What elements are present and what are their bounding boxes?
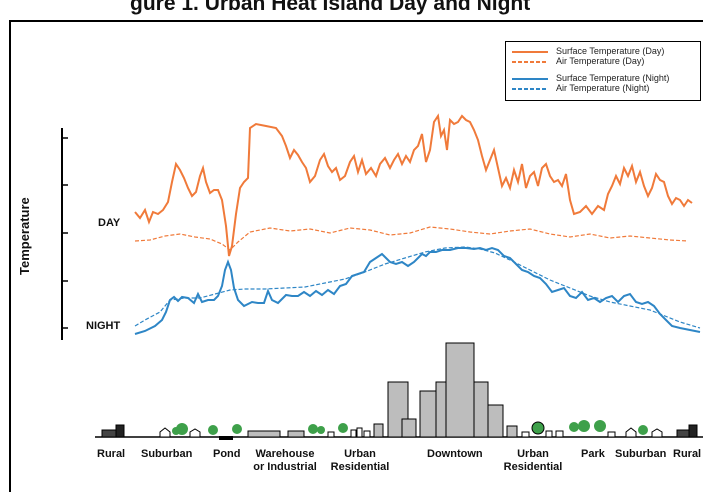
figure-title-text: gure 1. Urban Heat Island Day and Night bbox=[130, 0, 531, 15]
zone-label-warehouse: Warehouse or Industrial bbox=[253, 448, 317, 473]
building-icon bbox=[373, 423, 384, 438]
legend-label: Surface Temperature (Day) bbox=[556, 46, 665, 56]
building-icon bbox=[473, 381, 489, 438]
building-icon bbox=[401, 418, 417, 438]
pond-icon bbox=[219, 436, 233, 440]
tree-icon bbox=[578, 420, 590, 432]
y-axis-ticks bbox=[62, 137, 68, 329]
house-icon bbox=[651, 428, 663, 438]
suburban-left-structures bbox=[159, 423, 201, 438]
figure-title: gure 1. Urban Heat Island Day and Night bbox=[0, 0, 703, 22]
house-icon bbox=[625, 427, 637, 438]
day-label: DAY bbox=[98, 217, 121, 229]
zone-label-park: Park bbox=[581, 448, 605, 460]
house-icon bbox=[521, 431, 530, 438]
legend-swatch bbox=[512, 51, 548, 53]
tree-icon bbox=[531, 421, 545, 435]
tree-icon bbox=[569, 422, 579, 432]
legend-label: Surface Temperature (Night) bbox=[556, 73, 670, 83]
house-icon bbox=[545, 430, 553, 438]
zone-label-urban-residential-right: Urban Residential bbox=[503, 448, 563, 473]
building-icon bbox=[676, 429, 690, 438]
house-icon bbox=[189, 428, 201, 438]
tree-icon bbox=[594, 420, 606, 432]
rural-right-structures bbox=[676, 424, 698, 438]
legend-label: Air Temperature (Night) bbox=[556, 83, 650, 93]
house-icon bbox=[363, 430, 371, 438]
pond-structures bbox=[208, 424, 242, 440]
downtown-buildings bbox=[387, 342, 518, 438]
rural-left-structures bbox=[101, 424, 125, 438]
house-icon bbox=[356, 427, 363, 438]
building-icon bbox=[101, 429, 117, 438]
suburban-right-structures bbox=[625, 425, 663, 438]
house-icon bbox=[327, 431, 335, 438]
y-axis-label: Temperature bbox=[17, 197, 32, 275]
zone-label-suburban-right: Suburban bbox=[615, 448, 667, 460]
building-icon bbox=[487, 404, 504, 438]
air-temp-day-line bbox=[134, 226, 689, 251]
tree-icon bbox=[338, 423, 348, 433]
tree-icon bbox=[317, 426, 325, 434]
building-icon bbox=[445, 342, 475, 438]
tree-icon bbox=[308, 424, 318, 434]
night-label: NIGHT bbox=[86, 320, 121, 332]
zone-label-pond: Pond bbox=[213, 448, 241, 460]
building-icon bbox=[688, 424, 698, 438]
zone-label-rural-left: Rural bbox=[97, 448, 126, 460]
zone-label-downtown: Downtown bbox=[427, 448, 483, 460]
zone-label-urban-residential-left: Urban Residential bbox=[330, 448, 390, 473]
urban-residential-left-structures bbox=[327, 423, 384, 438]
house-icon bbox=[350, 429, 357, 438]
figure-frame bbox=[9, 20, 703, 492]
building-icon bbox=[247, 430, 281, 438]
building-icon bbox=[287, 430, 305, 438]
warehouse-structures bbox=[247, 424, 325, 438]
tree-icon bbox=[638, 425, 648, 435]
building-icon bbox=[115, 424, 125, 438]
tree-icon bbox=[232, 424, 242, 434]
urban-residential-right-structures bbox=[521, 421, 564, 438]
tree-icon bbox=[172, 427, 180, 435]
house-icon bbox=[607, 431, 616, 438]
zone-label-rural-right: Rural bbox=[673, 448, 702, 460]
surface-temp-day-line bbox=[134, 113, 693, 257]
park-structures bbox=[569, 420, 616, 438]
legend-label: Air Temperature (Day) bbox=[556, 56, 645, 66]
building-icon bbox=[419, 390, 437, 438]
legend: Surface Temperature (Day) Air Temperatur… bbox=[505, 41, 701, 101]
house-icon bbox=[159, 427, 171, 438]
surface-temp-night-line bbox=[134, 246, 701, 335]
house-icon bbox=[555, 430, 564, 438]
legend-swatch bbox=[512, 78, 548, 80]
legend-swatch bbox=[512, 88, 548, 90]
zone-label-suburban-left: Suburban bbox=[141, 448, 193, 460]
tree-icon bbox=[208, 425, 218, 435]
building-icon bbox=[506, 425, 518, 438]
legend-swatch bbox=[512, 61, 548, 63]
